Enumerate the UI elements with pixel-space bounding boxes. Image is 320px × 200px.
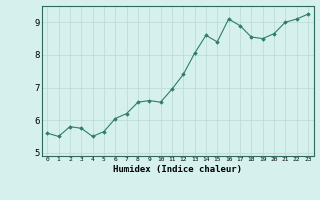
X-axis label: Humidex (Indice chaleur): Humidex (Indice chaleur) — [113, 165, 242, 174]
